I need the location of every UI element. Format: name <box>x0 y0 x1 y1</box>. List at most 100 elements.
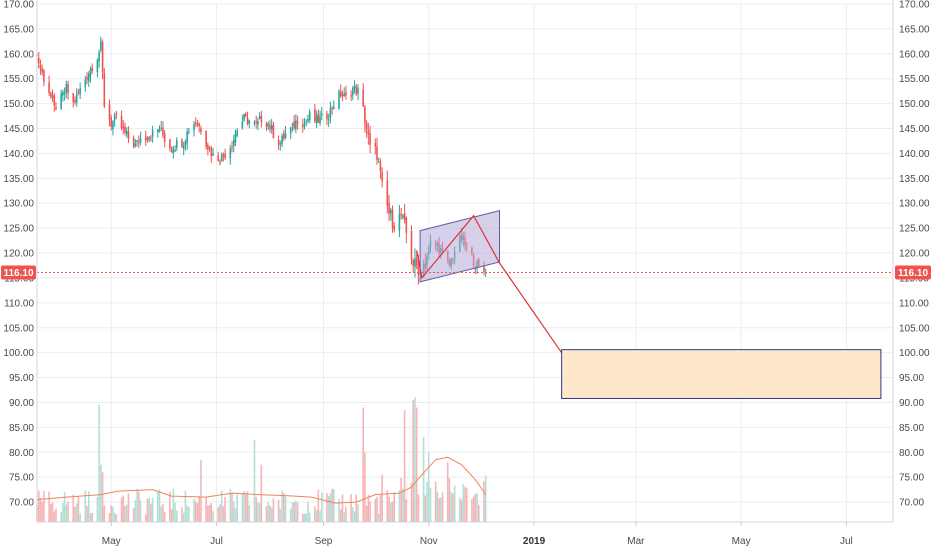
left-price-axis[interactable]: 70.00 75.00 80.00 85.00 90.00 95.00 100.00 105.… <box>3 0 34 509</box>
volume-bar <box>134 500 137 522</box>
volume-bar <box>379 494 382 522</box>
volume-bar <box>86 505 88 522</box>
candle-body <box>79 88 81 95</box>
volume-bar <box>186 505 188 522</box>
volume-bar <box>472 496 475 522</box>
candle-body <box>210 148 213 157</box>
volume-bar <box>415 407 418 522</box>
projection-path-line[interactable] <box>416 214 563 354</box>
time-axis[interactable]: May Jul Sep Nov 2019 Mar May Jul <box>102 522 853 547</box>
parallel-channel[interactable] <box>419 210 500 283</box>
candle-body <box>367 129 370 135</box>
volume-bar <box>55 508 57 522</box>
candle-body <box>241 121 244 129</box>
candle-body <box>63 92 66 95</box>
candle-body <box>245 114 247 116</box>
price-tick-label-left: 95.00 <box>9 373 34 384</box>
volume-bar <box>224 496 226 522</box>
candle-body <box>329 107 332 118</box>
time-tick-label: Sep <box>315 536 333 547</box>
volume-bar <box>39 497 42 522</box>
candle-body <box>362 89 364 107</box>
price-tick-label-right: 165.00 <box>899 24 930 35</box>
candle-body <box>388 203 390 214</box>
volume-bar <box>234 508 237 522</box>
volume-bar <box>427 452 430 522</box>
candle-body <box>62 91 64 96</box>
volume-bar <box>51 502 54 522</box>
candle-body <box>270 125 273 130</box>
volume-bar <box>148 498 150 522</box>
volume-bar <box>257 502 259 522</box>
volume-bar <box>43 491 45 522</box>
volume-bar <box>453 485 456 522</box>
candle-body <box>296 121 299 124</box>
volume-bar <box>65 504 68 522</box>
volume-bar <box>269 505 271 522</box>
volume-bar <box>441 492 444 522</box>
volume-bar <box>293 502 295 522</box>
volume-bar <box>41 501 43 522</box>
candle-body <box>175 140 178 148</box>
candle-body <box>303 123 306 126</box>
volume-bar <box>248 504 251 522</box>
candle-body <box>125 131 128 134</box>
price-tick-label-right: 70.00 <box>899 498 924 509</box>
volume-bar <box>284 496 287 522</box>
candle-body <box>400 213 402 216</box>
candle-body <box>365 122 368 130</box>
volume-bar <box>476 493 478 522</box>
candle-body <box>327 119 330 121</box>
candle-body <box>134 143 137 146</box>
volume-bar <box>364 452 366 522</box>
time-tick-label: Nov <box>420 536 438 547</box>
candle-body <box>357 87 359 94</box>
volume-bar <box>478 504 480 522</box>
volume-bar <box>483 481 485 522</box>
volume-bar <box>100 464 102 522</box>
volume-bar <box>253 439 256 522</box>
candle-body <box>205 130 207 147</box>
target-zone-rectangle[interactable] <box>561 349 882 399</box>
drawing-tools[interactable] <box>416 210 882 399</box>
candle-body <box>75 94 78 103</box>
price-tick-label-right: 125.00 <box>899 224 930 235</box>
price-tick-label-left: 150.00 <box>3 99 34 110</box>
volume-bar <box>460 499 463 522</box>
volume-bar <box>305 513 308 522</box>
volume-bar <box>362 407 364 522</box>
volume-bar <box>50 504 52 522</box>
volume-bar <box>365 505 368 522</box>
volume-bar <box>369 501 371 522</box>
candle-body <box>136 140 138 142</box>
candle-body <box>91 67 94 72</box>
volume-bar <box>175 510 178 522</box>
volume-bar <box>282 493 285 522</box>
time-tick-label: May <box>102 536 121 547</box>
price-tick-label-right: 105.00 <box>899 323 930 334</box>
volume-bar <box>393 492 396 522</box>
volume-bar <box>77 496 80 522</box>
candle-body <box>417 264 420 275</box>
candle-body <box>398 214 401 231</box>
right-price-axis[interactable]: 70.00 75.00 80.00 85.00 90.00 95.00 100.00 105.… <box>899 0 930 509</box>
candle-body <box>369 133 371 145</box>
volume-bar <box>414 397 416 522</box>
volume-bar <box>163 512 166 522</box>
candle-body <box>381 172 383 182</box>
volume-bar <box>217 507 220 522</box>
volume-bar <box>327 496 330 522</box>
candle-body <box>377 161 380 163</box>
candle-body <box>414 258 416 268</box>
candle-body <box>157 129 159 133</box>
price-tick-label-left: 110.00 <box>4 298 34 309</box>
candle-body <box>138 142 140 144</box>
volume-bar <box>357 503 359 522</box>
candle-body <box>41 68 43 73</box>
candle-body <box>96 60 99 73</box>
price-tick-label-left: 130.00 <box>3 199 34 210</box>
volume-bar <box>452 493 454 522</box>
candle-body <box>158 129 161 132</box>
volume-bar <box>103 505 106 522</box>
